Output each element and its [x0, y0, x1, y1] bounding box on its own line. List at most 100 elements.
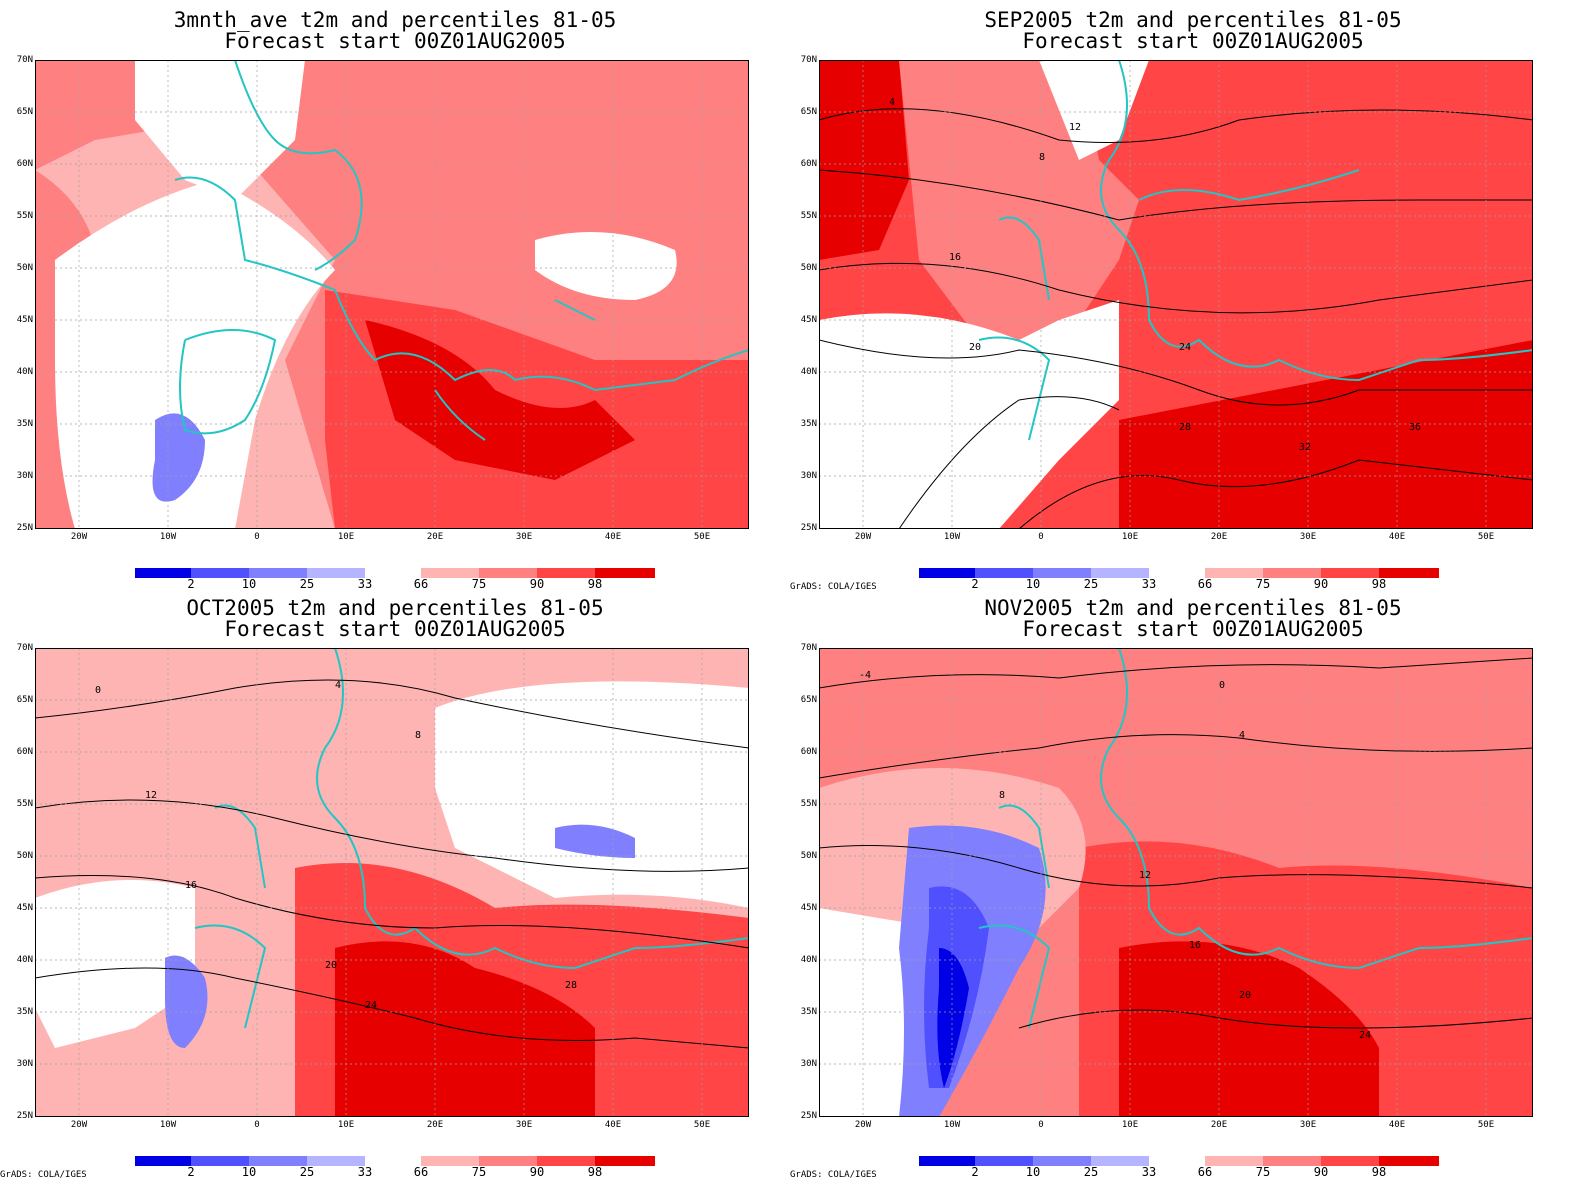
colorbar — [135, 1156, 655, 1166]
lat-tick-label: 25N — [16, 523, 33, 533]
lat-tick-label: 65N — [16, 695, 33, 705]
colorbar-cell — [1321, 568, 1379, 578]
contour-label: 24 — [365, 1000, 377, 1011]
colorbar-cell — [307, 1156, 365, 1166]
colorbar — [135, 568, 655, 578]
map-plot — [35, 60, 749, 529]
lon-tick-label: 20E — [426, 1120, 444, 1130]
grads-credit: GrADS: COLA/IGES — [790, 1170, 877, 1180]
map-plot: -4 0 4 8 12 16 20 24 — [819, 648, 1533, 1117]
contour-label: 28 — [1179, 422, 1191, 433]
contour-label: 20 — [969, 342, 981, 353]
lon-tick-label: 0 — [254, 1120, 260, 1130]
colorbar — [919, 568, 1439, 578]
map-panel-nov2005: NOV2005 t2m and percentiles 81-05 Foreca… — [790, 598, 1596, 1196]
lat-tick-label: 30N — [16, 471, 33, 481]
lon-tick-label: 10E — [1121, 1120, 1139, 1130]
lat-tick-label: 45N — [16, 315, 33, 325]
lon-tick-label: 50E — [1477, 1120, 1495, 1130]
lon-tick-label: 20W — [854, 1120, 872, 1130]
contour-label: 16 — [949, 252, 961, 263]
neutral-region-west — [35, 880, 195, 1048]
warm-98-region-nw — [819, 60, 909, 260]
colorbar-label: 2 — [971, 577, 979, 591]
map-panel-3month: 3mnth_ave t2m and percentiles 81-05 Fore… — [0, 0, 790, 598]
colorbar-cell — [537, 568, 595, 578]
contour-label: 20 — [1239, 990, 1251, 1001]
colorbar-cell — [249, 568, 307, 578]
colorbar-label: 10 — [241, 577, 257, 591]
lon-tick-label: 30E — [1299, 1120, 1317, 1130]
colorbar-cell — [191, 568, 249, 578]
colorbar-cell — [1205, 1156, 1263, 1166]
colorbar-label: 2 — [187, 1165, 195, 1179]
lat-tick-label: 70N — [800, 55, 817, 65]
colorbar-cell — [249, 1156, 307, 1166]
lon-tick-label: 10W — [159, 1120, 177, 1130]
lon-tick-label: 0 — [1038, 1120, 1044, 1130]
colorbar-label: 75 — [1255, 577, 1271, 591]
lat-tick-label: 45N — [800, 315, 817, 325]
contour-label: 4 — [1239, 730, 1245, 741]
lat-tick-label: 65N — [800, 107, 817, 117]
colorbar-low-arrow — [919, 568, 975, 578]
lon-tick-label: 40E — [1388, 532, 1406, 542]
colorbar-label: 75 — [471, 1165, 487, 1179]
contour-label: 4 — [335, 680, 341, 691]
lat-tick-label: 55N — [16, 211, 33, 221]
colorbar-cell — [975, 568, 1033, 578]
colorbar-cell — [191, 1156, 249, 1166]
coastline — [978, 60, 1533, 441]
lon-tick-label: 10W — [943, 1120, 961, 1130]
panel-subtitle: Forecast start 00Z01AUG2005 — [1022, 29, 1364, 53]
panel-title: 3mnth_ave t2m and percentiles 81-05 — [173, 8, 617, 32]
panel-subtitle: Forecast start 00Z01AUG2005 — [1022, 617, 1364, 641]
colorbar-low-arrow — [135, 568, 191, 578]
grads-credit: GrADS: COLA/IGES — [790, 582, 877, 592]
colorbar-cell — [1149, 568, 1205, 578]
colorbar-high-arrow — [1379, 1156, 1439, 1166]
colorbar-cell — [421, 568, 479, 578]
colorbar-label: 33 — [1141, 1165, 1157, 1179]
contour-label: 16 — [185, 880, 197, 891]
colorbar-label: 2 — [971, 1165, 979, 1179]
contour-label: 16 — [1189, 940, 1201, 951]
cold-33-region-west — [165, 955, 208, 1048]
lon-tick-label: 40E — [604, 1120, 622, 1130]
lon-tick-label: 40E — [604, 532, 622, 542]
lat-tick-label: 70N — [16, 643, 33, 653]
lat-tick-label: 35N — [800, 1007, 817, 1017]
colorbar-cell — [1091, 568, 1149, 578]
colorbar-cell — [1263, 1156, 1321, 1166]
colorbar-cell — [975, 1156, 1033, 1166]
contour-label: 8 — [999, 790, 1005, 801]
contour-label: 36 — [1409, 422, 1421, 433]
lat-tick-label: 70N — [800, 643, 817, 653]
lat-tick-label: 40N — [800, 367, 817, 377]
colorbar-label: 75 — [471, 577, 487, 591]
cold-10-region — [937, 948, 969, 1088]
lat-tick-label: 30N — [16, 1059, 33, 1069]
contour-lines — [819, 657, 1533, 1029]
panel-title: OCT2005 t2m and percentiles 81-05 — [186, 596, 604, 620]
grid — [35, 648, 749, 1117]
warm-98-region — [365, 320, 635, 480]
coastline — [978, 648, 1533, 1029]
lon-tick-label: 40E — [1388, 1120, 1406, 1130]
colorbar-cell — [365, 1156, 421, 1166]
lat-tick-label: 50N — [16, 851, 33, 861]
cold-33-region — [555, 824, 635, 858]
colorbar-label: 33 — [1141, 577, 1157, 591]
contour-label: 0 — [1219, 680, 1225, 691]
colorbar-label: 66 — [413, 1165, 429, 1179]
colorbar-label: 25 — [299, 1165, 315, 1179]
lat-tick-label: 30N — [800, 1059, 817, 1069]
coastline — [174, 60, 749, 441]
lat-tick-label: 60N — [800, 747, 817, 757]
neutral-region — [435, 681, 749, 908]
lat-tick-label: 50N — [800, 851, 817, 861]
contour-label: 24 — [1359, 1030, 1371, 1041]
grid — [35, 60, 749, 529]
contour-label: 20 — [325, 960, 337, 971]
lon-tick-label: 0 — [1038, 532, 1044, 542]
